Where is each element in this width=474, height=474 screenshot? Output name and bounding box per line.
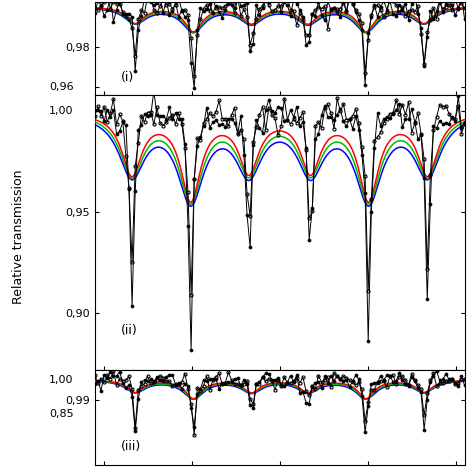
Text: Relative transmission: Relative transmission [12, 170, 26, 304]
Text: 0,85: 0,85 [49, 409, 73, 419]
Text: (ii): (ii) [121, 324, 137, 337]
Text: 1,00: 1,00 [49, 106, 73, 116]
Text: (iii): (iii) [121, 440, 141, 453]
Text: (i): (i) [121, 71, 134, 84]
Text: 0,96: 0,96 [49, 82, 73, 92]
Text: 1,00: 1,00 [49, 375, 73, 385]
